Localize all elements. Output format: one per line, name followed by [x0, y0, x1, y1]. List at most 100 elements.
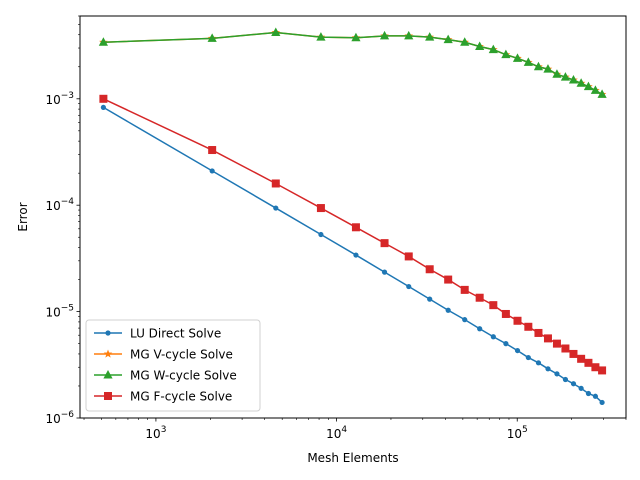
data-point	[351, 223, 360, 232]
x-tick-label: 104	[326, 425, 347, 441]
legend-label: MG F-cycle Solve	[130, 390, 232, 404]
data-point	[561, 344, 570, 353]
data-point	[523, 57, 533, 66]
series-lu-direct-solve	[100, 104, 605, 406]
legend-item: MG W-cycle Solve	[94, 369, 237, 383]
data-point	[560, 72, 571, 81]
data-point	[554, 371, 560, 377]
plot-frame	[79, 15, 627, 419]
data-point	[597, 89, 607, 98]
data-point	[99, 94, 108, 103]
data-point	[425, 265, 434, 274]
legend-item: LU Direct Solve	[94, 327, 221, 341]
series-mg-w-cycle-solve	[98, 27, 607, 98]
legend-label: LU Direct Solve	[130, 327, 221, 341]
data-point	[98, 37, 108, 46]
data-point	[590, 85, 601, 94]
x-tick-label: 103	[145, 425, 166, 441]
data-point	[578, 385, 584, 391]
data-point	[591, 363, 600, 372]
y-tick-label: 10−4	[45, 197, 74, 213]
data-point	[381, 269, 388, 275]
data-point	[316, 204, 325, 213]
data-point	[552, 339, 561, 348]
data-point	[460, 285, 469, 294]
legend: LU Direct Solve MG V-cycle Solve MG W-cycl…	[85, 319, 261, 412]
legend-marker	[105, 330, 111, 336]
data-point	[577, 354, 586, 363]
data-point	[271, 179, 280, 188]
data-point	[443, 34, 453, 44]
data-point	[501, 49, 511, 59]
data-point	[543, 64, 553, 73]
data-point	[316, 32, 326, 41]
data-point	[534, 328, 543, 337]
data-point	[535, 360, 542, 366]
data-point	[425, 32, 435, 41]
data-point	[501, 309, 510, 318]
data-point	[543, 334, 552, 343]
data-point	[406, 283, 412, 290]
data-point	[475, 293, 484, 302]
y-tick-label: 10−6	[45, 410, 74, 426]
data-point	[562, 376, 569, 383]
x-tick-label: 105	[507, 425, 528, 441]
data-point	[209, 168, 215, 174]
data-point	[379, 30, 390, 40]
legend-box	[85, 319, 261, 412]
data-point	[353, 252, 359, 258]
data-point	[460, 37, 470, 46]
data-point	[569, 349, 578, 358]
legend-label: MG W-cycle Solve	[130, 369, 237, 383]
series-mg-f-cycle-solve	[99, 94, 607, 375]
data-point	[533, 61, 544, 71]
plot-content	[98, 27, 607, 406]
axis-ticks: 103 104 105 10−6 10−5 10−4 10−3	[45, 15, 627, 441]
data-point	[545, 366, 551, 372]
data-point	[598, 366, 607, 375]
y-axis-label: Error	[16, 202, 30, 231]
data-point	[488, 44, 498, 54]
legend-label: MG V-cycle Solve	[130, 348, 233, 362]
data-point	[525, 354, 531, 361]
data-point	[490, 334, 496, 340]
data-point	[208, 146, 217, 155]
data-point	[514, 347, 521, 354]
data-point	[552, 69, 562, 78]
data-point	[404, 30, 414, 40]
data-point	[599, 399, 605, 406]
data-point	[445, 307, 451, 313]
x-axis-label: Mesh Elements	[307, 451, 398, 465]
data-point	[444, 275, 453, 284]
data-point	[318, 231, 324, 238]
data-point	[489, 301, 498, 310]
data-point	[427, 296, 433, 302]
data-point	[513, 316, 522, 325]
data-point	[512, 53, 523, 62]
data-point	[524, 322, 533, 331]
data-point	[475, 41, 485, 51]
data-point	[100, 104, 106, 111]
legend-item: MG V-cycle Solve	[94, 348, 233, 362]
data-point	[273, 205, 279, 211]
data-point	[271, 27, 281, 36]
data-point	[585, 390, 592, 397]
legend-marker	[104, 392, 112, 400]
data-point	[462, 317, 468, 323]
data-point	[570, 381, 577, 387]
data-point	[503, 341, 509, 347]
y-tick-label: 10−3	[45, 91, 74, 107]
legend-marker	[103, 349, 113, 358]
data-point	[404, 252, 413, 261]
data-point	[477, 326, 483, 332]
data-point	[584, 358, 593, 367]
y-tick-label: 10−5	[45, 304, 74, 320]
data-point	[592, 393, 599, 399]
data-point	[380, 239, 389, 248]
data-point	[576, 78, 586, 87]
data-point	[207, 33, 217, 42]
data-point	[351, 32, 361, 42]
legend-marker	[103, 370, 113, 379]
legend-item: MG F-cycle Solve	[94, 390, 232, 404]
